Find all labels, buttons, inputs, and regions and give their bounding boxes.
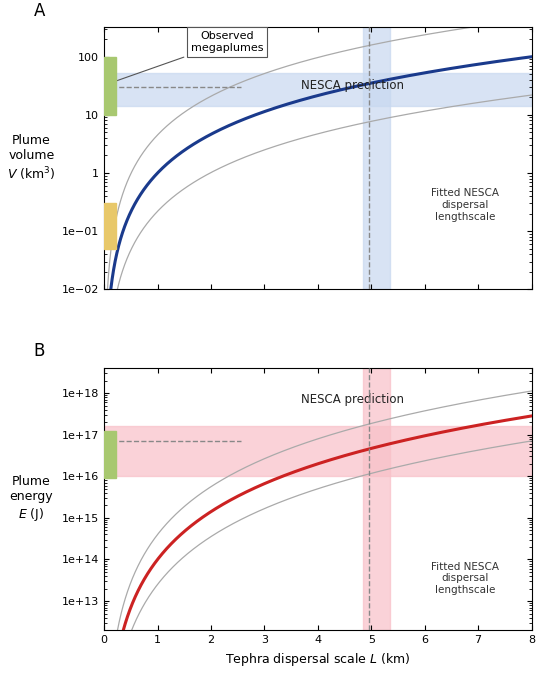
Text: Plume
energy
$E$ (J): Plume energy $E$ (J) [10, 475, 53, 523]
Text: Fitted NESCA
dispersal
lengthscale: Fitted NESCA dispersal lengthscale [431, 188, 499, 222]
Bar [104, 203, 116, 249]
Bar [363, 368, 390, 630]
Bar [104, 426, 532, 476]
Text: B: B [33, 342, 45, 360]
Text: A: A [33, 1, 45, 20]
Text: NESCA prediction: NESCA prediction [300, 393, 403, 406]
Bar [104, 57, 116, 115]
Text: Fitted NESCA
dispersal
lengthscale: Fitted NESCA dispersal lengthscale [431, 562, 499, 595]
Bar [104, 73, 532, 106]
Text: Plume
volume
$V$ (km$^3$): Plume volume $V$ (km$^3$) [7, 134, 56, 183]
X-axis label: Tephra dispersal scale $L$ (km): Tephra dispersal scale $L$ (km) [225, 651, 410, 668]
Text: Observed
megaplumes: Observed megaplumes [113, 31, 263, 82]
Text: NESCA prediction: NESCA prediction [300, 79, 403, 92]
Bar [363, 27, 390, 290]
Bar [104, 430, 116, 478]
